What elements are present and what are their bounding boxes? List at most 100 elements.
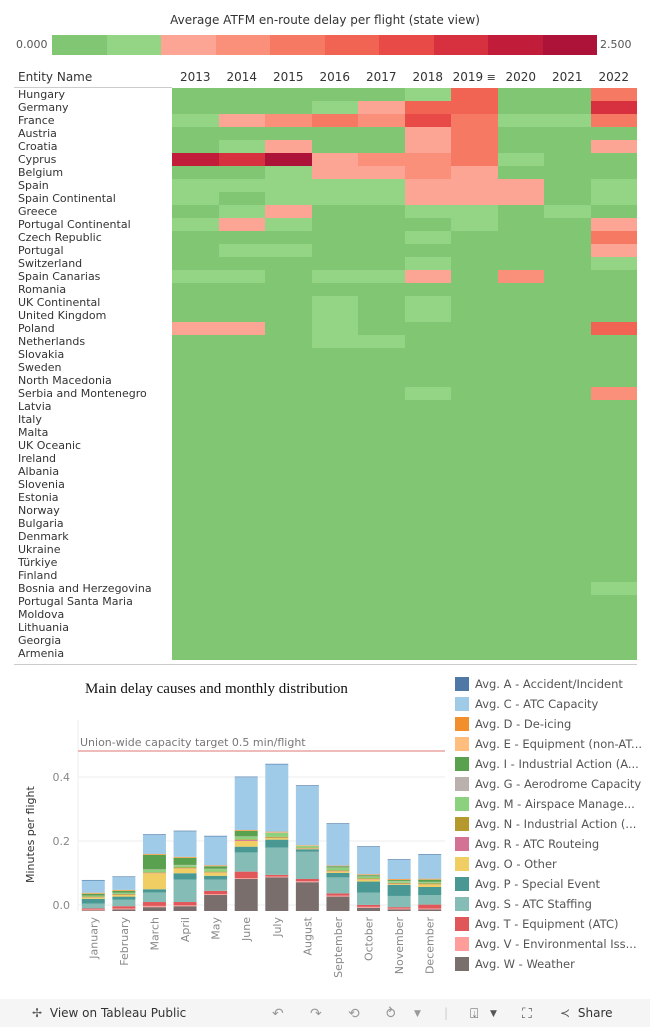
heatmap-cell[interactable] — [311, 218, 358, 231]
heatmap-cell[interactable] — [404, 205, 451, 218]
heatmap-cell[interactable] — [265, 361, 312, 374]
heatmap-cell[interactable] — [497, 283, 544, 296]
heatmap-cell[interactable] — [218, 634, 265, 647]
heatmap-cell[interactable] — [451, 179, 498, 192]
heatmap-cell[interactable] — [451, 426, 498, 439]
download-icon[interactable]: ⍗ — [470, 1006, 479, 1022]
heatmap-cell[interactable] — [497, 257, 544, 270]
heatmap-cell[interactable] — [172, 114, 219, 127]
entity-label[interactable]: Italy — [18, 413, 42, 426]
legend-item[interactable]: Avg. E - Equipment (non-AT... — [455, 734, 650, 754]
heatmap-cell[interactable] — [544, 101, 591, 114]
heatmap-cell[interactable] — [358, 439, 405, 452]
heatmap-cell[interactable] — [311, 205, 358, 218]
heatmap-cell[interactable] — [497, 413, 544, 426]
heatmap-cell[interactable] — [265, 296, 312, 309]
heatmap-cell[interactable] — [451, 114, 498, 127]
heatmap-cell[interactable] — [544, 127, 591, 140]
heatmap-cell[interactable] — [404, 595, 451, 608]
heatmap-cell[interactable] — [497, 335, 544, 348]
heatmap-cell[interactable] — [218, 231, 265, 244]
heatmap-cell[interactable] — [590, 543, 637, 556]
heatmap-cell[interactable] — [404, 218, 451, 231]
heatmap-cell[interactable] — [544, 244, 591, 257]
heatmap-cell[interactable] — [590, 270, 637, 283]
heatmap-cell[interactable] — [311, 283, 358, 296]
heatmap-cell[interactable] — [544, 426, 591, 439]
heatmap-cell[interactable] — [172, 569, 219, 582]
heatmap-cell[interactable] — [451, 153, 498, 166]
heatmap-cell[interactable] — [497, 153, 544, 166]
heatmap-cell[interactable] — [404, 348, 451, 361]
heatmap-cell[interactable] — [544, 205, 591, 218]
heatmap-cell[interactable] — [497, 621, 544, 634]
heatmap-cell[interactable] — [497, 452, 544, 465]
heatmap-cell[interactable] — [544, 166, 591, 179]
heatmap-cell[interactable] — [265, 426, 312, 439]
entity-label[interactable]: Germany — [18, 101, 69, 114]
heatmap-cell[interactable] — [497, 647, 544, 660]
heatmap-cell[interactable] — [358, 153, 405, 166]
entity-label[interactable]: North Macedonia — [18, 374, 112, 387]
heatmap-cell[interactable] — [218, 413, 265, 426]
heatmap-cell[interactable] — [544, 231, 591, 244]
heatmap-cell[interactable] — [497, 218, 544, 231]
heatmap-cell[interactable] — [265, 205, 312, 218]
heatmap-cell[interactable] — [172, 582, 219, 595]
heatmap-cell[interactable] — [218, 153, 265, 166]
heatmap-cell[interactable] — [404, 101, 451, 114]
heatmap-cell[interactable] — [451, 491, 498, 504]
entity-label[interactable]: Czech Republic — [18, 231, 102, 244]
heatmap-cell[interactable] — [218, 88, 265, 101]
heatmap-cell[interactable] — [451, 582, 498, 595]
heatmap-cell[interactable] — [265, 647, 312, 660]
heatmap-cell[interactable] — [311, 387, 358, 400]
heatmap-cell[interactable] — [311, 556, 358, 569]
heatmap-cell[interactable] — [358, 452, 405, 465]
heatmap-cell[interactable] — [172, 504, 219, 517]
heatmap-cell[interactable] — [544, 530, 591, 543]
heatmap-cell[interactable] — [311, 335, 358, 348]
heatmap-cell[interactable] — [544, 569, 591, 582]
heatmap-cell[interactable] — [544, 465, 591, 478]
heatmap-cell[interactable] — [497, 478, 544, 491]
heatmap-cell[interactable] — [451, 569, 498, 582]
heatmap-cell[interactable] — [451, 231, 498, 244]
heatmap-cell[interactable] — [218, 283, 265, 296]
heatmap-cell[interactable] — [404, 309, 451, 322]
heatmap-cell[interactable] — [311, 491, 358, 504]
heatmap-cell[interactable] — [358, 361, 405, 374]
heatmap-cell[interactable] — [404, 231, 451, 244]
heatmap-cell[interactable] — [265, 439, 312, 452]
entity-label[interactable]: Cyprus — [18, 153, 57, 166]
heatmap-cell[interactable] — [218, 374, 265, 387]
heatmap-cell[interactable] — [265, 374, 312, 387]
heatmap-cell[interactable] — [172, 166, 219, 179]
legend-item[interactable]: Avg. D - De-icing — [455, 714, 650, 734]
entity-label[interactable]: UK Continental — [18, 296, 101, 309]
heatmap-cell[interactable] — [358, 283, 405, 296]
heatmap-cell[interactable] — [451, 556, 498, 569]
heatmap-cell[interactable] — [265, 504, 312, 517]
heatmap-cell[interactable] — [218, 569, 265, 582]
heatmap-cell[interactable] — [544, 595, 591, 608]
heatmap-cell[interactable] — [265, 634, 312, 647]
heatmap-cell[interactable] — [218, 387, 265, 400]
heatmap-cell[interactable] — [544, 491, 591, 504]
heatmap-cell[interactable] — [265, 465, 312, 478]
heatmap-cell[interactable] — [218, 192, 265, 205]
heatmap-cell[interactable] — [218, 257, 265, 270]
heatmap-cell[interactable] — [358, 582, 405, 595]
heatmap-cell[interactable] — [358, 374, 405, 387]
heatmap-cell[interactable] — [404, 257, 451, 270]
heatmap-cell[interactable] — [311, 452, 358, 465]
heatmap-cell[interactable] — [497, 348, 544, 361]
heatmap-cell[interactable] — [218, 166, 265, 179]
heatmap-cell[interactable] — [544, 543, 591, 556]
heatmap-cell[interactable] — [172, 608, 219, 621]
heatmap-cell[interactable] — [590, 426, 637, 439]
heatmap-cell[interactable] — [358, 296, 405, 309]
entity-label[interactable]: Bulgaria — [18, 517, 64, 530]
heatmap-cell[interactable] — [404, 452, 451, 465]
heatmap-cell[interactable] — [358, 543, 405, 556]
